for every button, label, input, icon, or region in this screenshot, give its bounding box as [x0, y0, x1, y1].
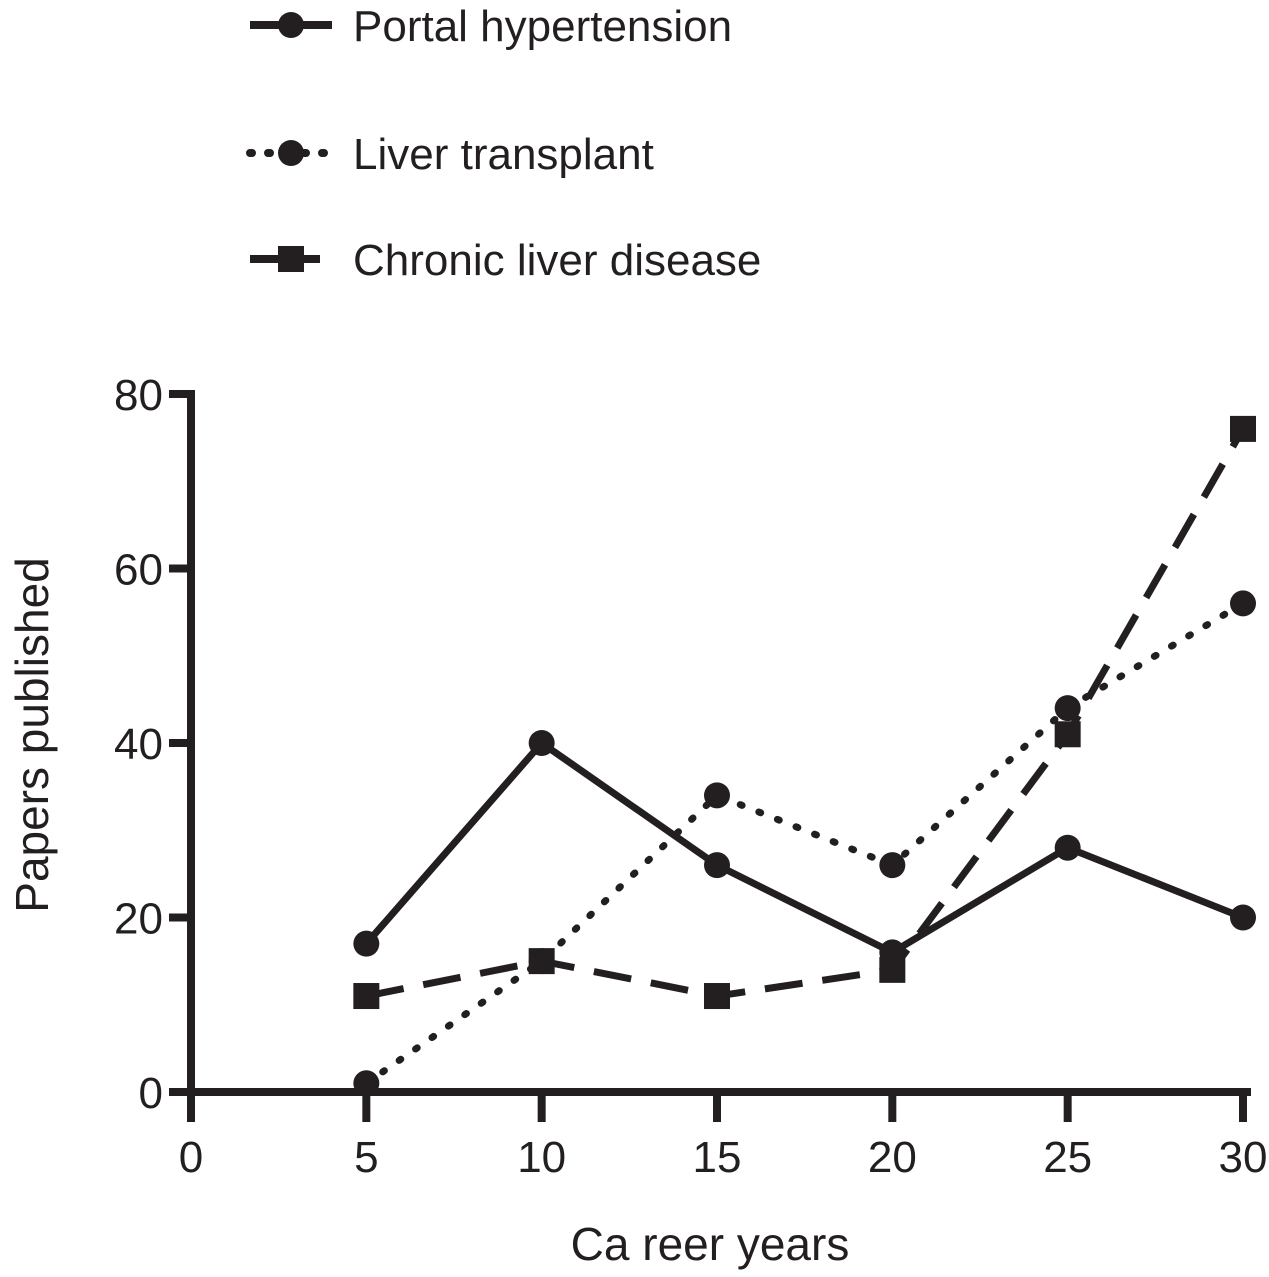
legend-entry: Chronic liver disease — [250, 236, 761, 285]
x-tick-label: 25 — [1043, 1133, 1092, 1182]
data-point — [353, 983, 380, 1010]
data-point — [1054, 721, 1081, 748]
data-point — [528, 948, 555, 975]
y-tick-label: 20 — [114, 895, 163, 944]
x-tick-label: 0 — [179, 1133, 203, 1182]
x-tick-label: 15 — [693, 1133, 742, 1182]
legend-entry: Portal hypertension — [250, 2, 732, 51]
data-point — [1054, 834, 1081, 861]
legend-marker — [278, 246, 304, 272]
series-group — [353, 415, 1256, 1097]
series-line — [362, 599, 1247, 1087]
x-axis-label: Ca reer years — [571, 1218, 850, 1270]
data-point — [879, 852, 906, 879]
y-tick-label: 60 — [114, 546, 163, 595]
data-point — [704, 983, 730, 1010]
series-liver-transplant — [353, 590, 1256, 1097]
x-tick-label: 20 — [868, 1133, 917, 1182]
legend-entry: Liver transplant — [246, 130, 654, 179]
data-point — [1230, 904, 1256, 931]
legend-label: Liver transplant — [353, 130, 654, 179]
x-tick-label: 30 — [1219, 1133, 1268, 1182]
data-point — [353, 930, 380, 957]
legend-label: Portal hypertension — [353, 2, 732, 51]
data-point — [1054, 695, 1081, 722]
series-line — [365, 427, 1247, 1000]
data-point — [1230, 590, 1256, 617]
legend: Portal hypertension Liver transplant Chron… — [246, 2, 761, 285]
series-portal-hypertension — [353, 730, 1256, 966]
x-tick-label: 10 — [517, 1133, 566, 1182]
data-point — [704, 852, 730, 879]
legend-marker — [278, 12, 304, 38]
data-point — [528, 730, 555, 756]
y-tick-label: 80 — [114, 371, 163, 420]
legend-marker — [278, 140, 304, 166]
series-line — [363, 739, 1245, 956]
data-point — [879, 956, 906, 983]
data-point — [704, 782, 730, 809]
y-axis-label: Papers published — [6, 557, 58, 912]
legend-label: Chronic liver disease — [353, 236, 761, 285]
axes: 0 20 40 60 80 0 5 10 15 20 25 30 — [114, 371, 1267, 1182]
data-point — [1230, 415, 1256, 442]
x-tick-label: 5 — [354, 1133, 378, 1182]
y-tick-label: 40 — [114, 720, 163, 769]
y-tick-label: 0 — [139, 1069, 163, 1118]
series-chronic-liver-disease — [353, 415, 1256, 1010]
